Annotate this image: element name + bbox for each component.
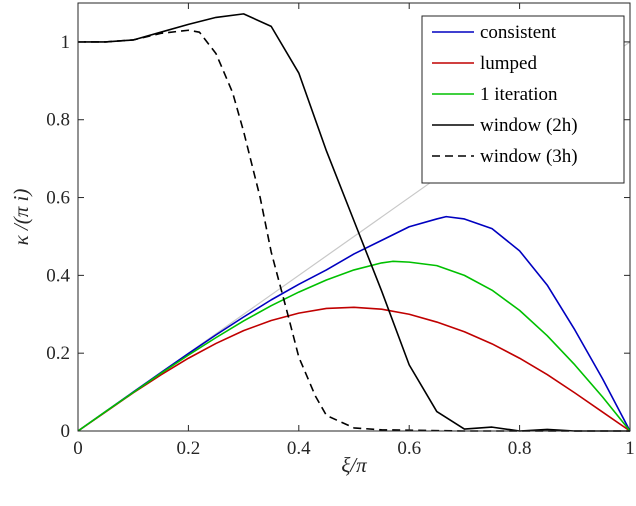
legend-box [421,15,625,184]
y-tick-label: 0.2 [46,343,70,364]
axes-box [77,2,631,432]
x-axis-label: ξ/π [341,453,367,477]
y-tick-label: 0.6 [46,188,70,209]
x-tick-label: 0 [73,438,83,459]
y-tick-label: 1 [61,32,71,53]
x-tick-label: 0.4 [287,438,311,459]
y-axis-label: κ /(π i) [9,189,33,246]
legend-label-3: window (2h) [480,115,578,136]
legend-label-1: lumped [480,53,537,74]
legend: consistent lumped 1 iteration window (2h) wi… [421,15,625,184]
series-line-1 [77,306,631,432]
legend-label-4: window (3h) [480,146,578,167]
tick-layer: 0 0.2 0.4 0.6 0.8 1 0 0.2 0.4 0.6 0.8 1 [46,3,635,459]
y-tick-label: 0.4 [46,265,70,286]
x-tick-label: 0.2 [177,438,201,459]
series-line-2 [77,260,631,432]
legend-label-2: 1 iteration [480,84,558,105]
x-tick-label: 0.8 [508,438,532,459]
series-line-3 [78,13,630,432]
y-tick-label: 0.8 [46,110,70,131]
legend-label-0: consistent [480,22,557,43]
x-tick-label: 1 [625,438,635,459]
y-tick-label: 0 [61,421,71,442]
series-line-0 [77,215,631,432]
x-tick-label: 0.6 [397,438,421,459]
